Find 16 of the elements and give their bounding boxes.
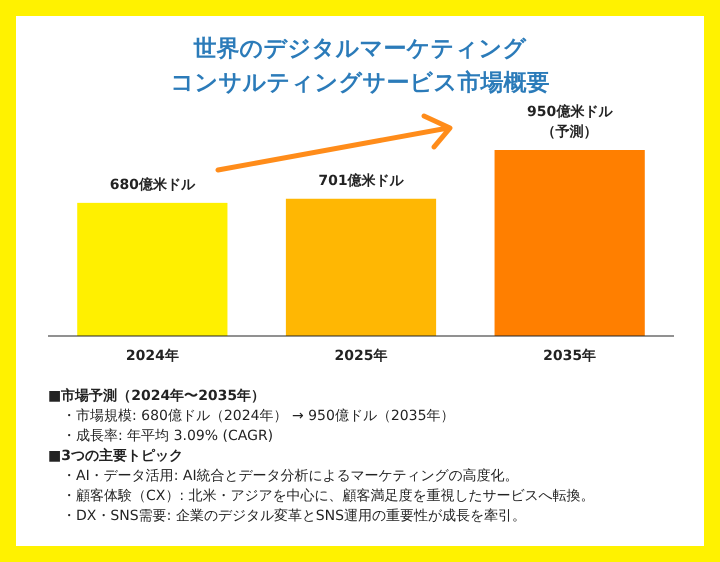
data-label: 950億米ドル	[527, 103, 614, 120]
text: ・AI・データ活用: AI統合とデータ分析によるマーケティングの高度化。	[62, 468, 519, 484]
data-label: 701億米ドル	[318, 172, 405, 189]
x-tick-label: 2024年	[126, 348, 179, 364]
x-tick-label: 2035年	[543, 348, 596, 364]
text: ・顧客体験（CX）: 北米・アジアを中心に、顧客満足度を重視したサービスへ転換。	[62, 488, 595, 504]
text: ■市場予測（2024年〜2035年）	[48, 387, 266, 404]
text: ・DX・SNS需要: 企業のデジタル変革とSNS運用の重要性が成長を牽引。	[62, 508, 526, 524]
chart-subtitle: コンサルティングサービス市場概要	[170, 69, 550, 96]
data-label: 680億米ドル	[110, 176, 196, 193]
x-tick-label: 2025年	[334, 348, 388, 364]
annotation: （予測）	[542, 124, 598, 140]
chart-title: 世界のデジタルマーケティング	[192, 36, 528, 62]
text: ・成長率: 年平均 3.09% (CAGR)	[62, 428, 274, 444]
text: ■3つの主要トピック	[48, 447, 183, 464]
text: ・市場規模: 680億ドル（2024年） → 950億ドル（2035年）	[62, 408, 454, 424]
